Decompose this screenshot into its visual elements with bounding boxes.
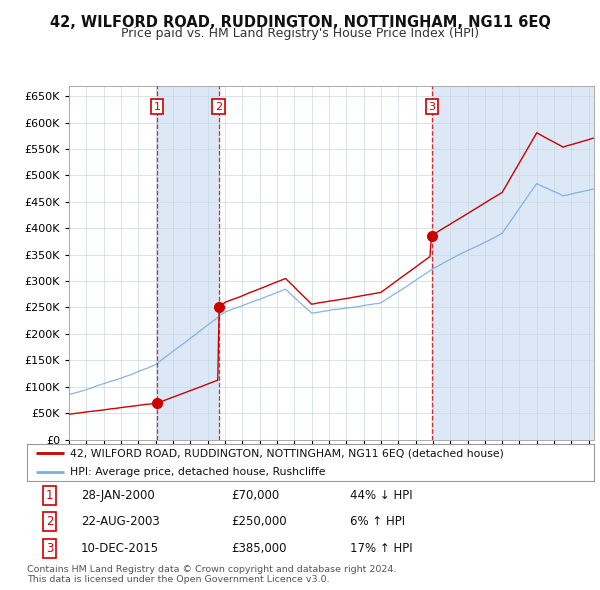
Text: 1: 1 [46, 489, 53, 502]
Text: HPI: Average price, detached house, Rushcliffe: HPI: Average price, detached house, Rush… [70, 467, 325, 477]
Bar [157, 86, 219, 440]
Text: 6% ↑ HPI: 6% ↑ HPI [350, 515, 406, 529]
Text: 17% ↑ HPI: 17% ↑ HPI [350, 542, 413, 555]
Text: 3: 3 [428, 101, 436, 112]
Bar [432, 86, 594, 440]
Text: 22-AUG-2003: 22-AUG-2003 [81, 515, 160, 529]
Text: 3: 3 [46, 542, 53, 555]
Text: 42, WILFORD ROAD, RUDDINGTON, NOTTINGHAM, NG11 6EQ: 42, WILFORD ROAD, RUDDINGTON, NOTTINGHAM… [50, 15, 550, 30]
Text: 2: 2 [215, 101, 222, 112]
Text: 42, WILFORD ROAD, RUDDINGTON, NOTTINGHAM, NG11 6EQ (detached house): 42, WILFORD ROAD, RUDDINGTON, NOTTINGHAM… [70, 448, 503, 458]
Text: Price paid vs. HM Land Registry's House Price Index (HPI): Price paid vs. HM Land Registry's House … [121, 27, 479, 40]
Text: £70,000: £70,000 [231, 489, 280, 502]
Text: £385,000: £385,000 [231, 542, 287, 555]
Text: 1: 1 [154, 101, 161, 112]
Text: 10-DEC-2015: 10-DEC-2015 [81, 542, 159, 555]
Text: 28-JAN-2000: 28-JAN-2000 [81, 489, 155, 502]
Text: Contains HM Land Registry data © Crown copyright and database right 2024.
This d: Contains HM Land Registry data © Crown c… [27, 565, 397, 584]
Text: £250,000: £250,000 [231, 515, 287, 529]
Text: 44% ↓ HPI: 44% ↓ HPI [350, 489, 413, 502]
Text: 2: 2 [46, 515, 53, 529]
